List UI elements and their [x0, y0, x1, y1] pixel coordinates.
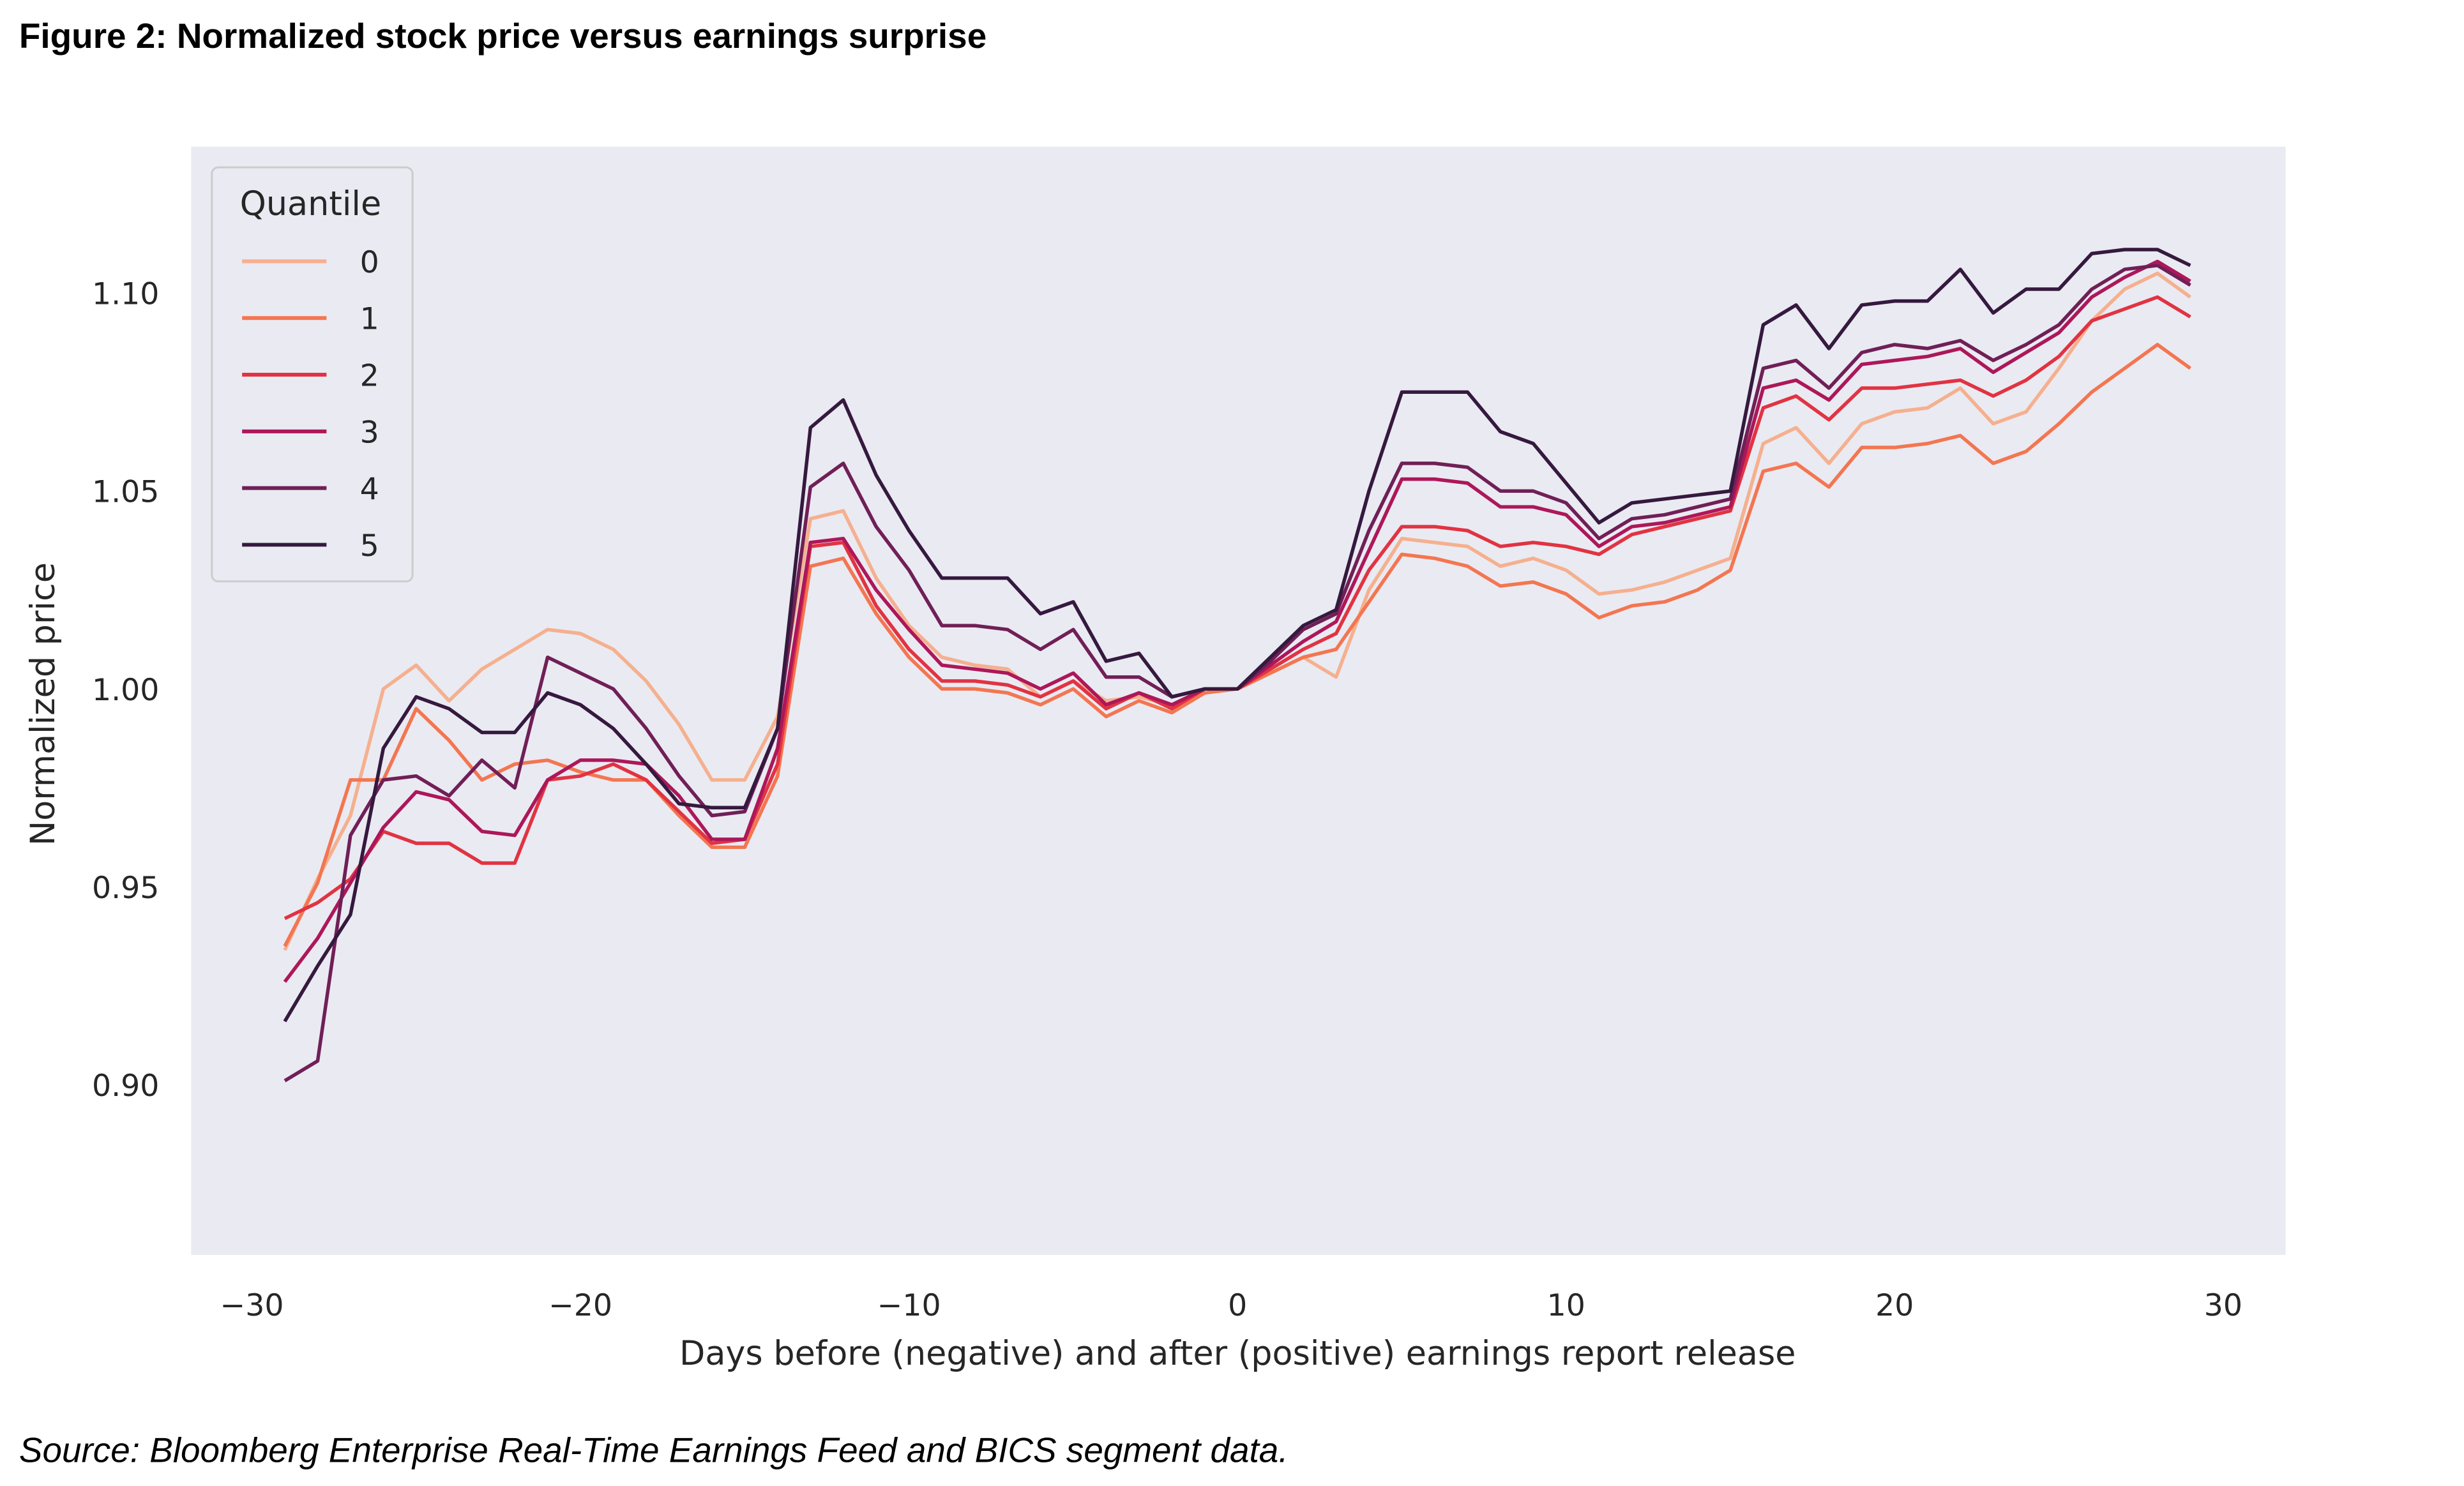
series-line [283, 248, 2191, 1023]
figure-title: Figure 2: Normalized stock price versus … [19, 16, 986, 56]
legend-label: 5 [360, 529, 379, 564]
legend-label: 4 [360, 472, 379, 507]
source-note: Source: Bloomberg Enterprise Real-Time E… [19, 1430, 1289, 1469]
legend-title: Quantile [240, 184, 382, 223]
y-tick-label: 1.10 [92, 277, 159, 312]
x-tick-label: 30 [2204, 1288, 2242, 1323]
legend-label: 2 [360, 358, 379, 393]
y-tick-label: 0.90 [92, 1069, 159, 1104]
x-tick-label: −20 [548, 1288, 612, 1323]
plot-area [191, 146, 2286, 1255]
ticks: −30 −20 −10 0 10 20 30 0.90 0.95 1.00 1.05 1.10 [92, 277, 2242, 1323]
lines [283, 248, 2192, 1083]
legend: Quantile 0 1 2 3 4 5 [211, 166, 414, 583]
x-axis-label: Days before (negative) and after (positi… [679, 1334, 1795, 1373]
y-tick-label: 1.00 [92, 673, 159, 708]
x-tick-label: 10 [1547, 1288, 1585, 1323]
x-tick-label: 0 [1228, 1288, 1247, 1323]
x-tick-label: −10 [877, 1288, 941, 1323]
legend-label: 1 [360, 302, 379, 337]
x-tick-label: 20 [1875, 1288, 1914, 1323]
x-tick-label: −30 [220, 1288, 284, 1323]
y-axis-label: Normalized price [24, 562, 63, 846]
y-tick-label: 0.95 [92, 871, 159, 906]
legend-label: 3 [360, 415, 379, 450]
y-tick-label: 1.05 [92, 475, 159, 510]
legend-label: 0 [360, 245, 379, 280]
